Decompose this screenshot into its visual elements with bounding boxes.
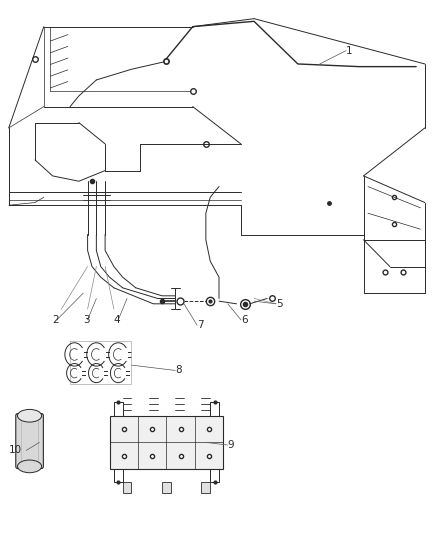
Text: 10: 10 bbox=[9, 446, 22, 455]
Text: 9: 9 bbox=[228, 440, 234, 450]
Text: 4: 4 bbox=[114, 315, 120, 325]
Text: 8: 8 bbox=[175, 366, 182, 375]
Bar bbox=[201, 482, 210, 493]
Text: 5: 5 bbox=[276, 299, 283, 309]
Text: 1: 1 bbox=[346, 46, 353, 55]
Text: 7: 7 bbox=[197, 320, 204, 330]
Ellipse shape bbox=[18, 409, 42, 422]
Text: 2: 2 bbox=[53, 315, 59, 325]
Bar bbox=[123, 482, 131, 493]
Ellipse shape bbox=[18, 460, 42, 473]
Bar bbox=[162, 482, 171, 493]
FancyBboxPatch shape bbox=[16, 414, 43, 469]
Text: 3: 3 bbox=[83, 315, 90, 325]
Polygon shape bbox=[110, 416, 223, 469]
Text: 6: 6 bbox=[241, 315, 247, 325]
